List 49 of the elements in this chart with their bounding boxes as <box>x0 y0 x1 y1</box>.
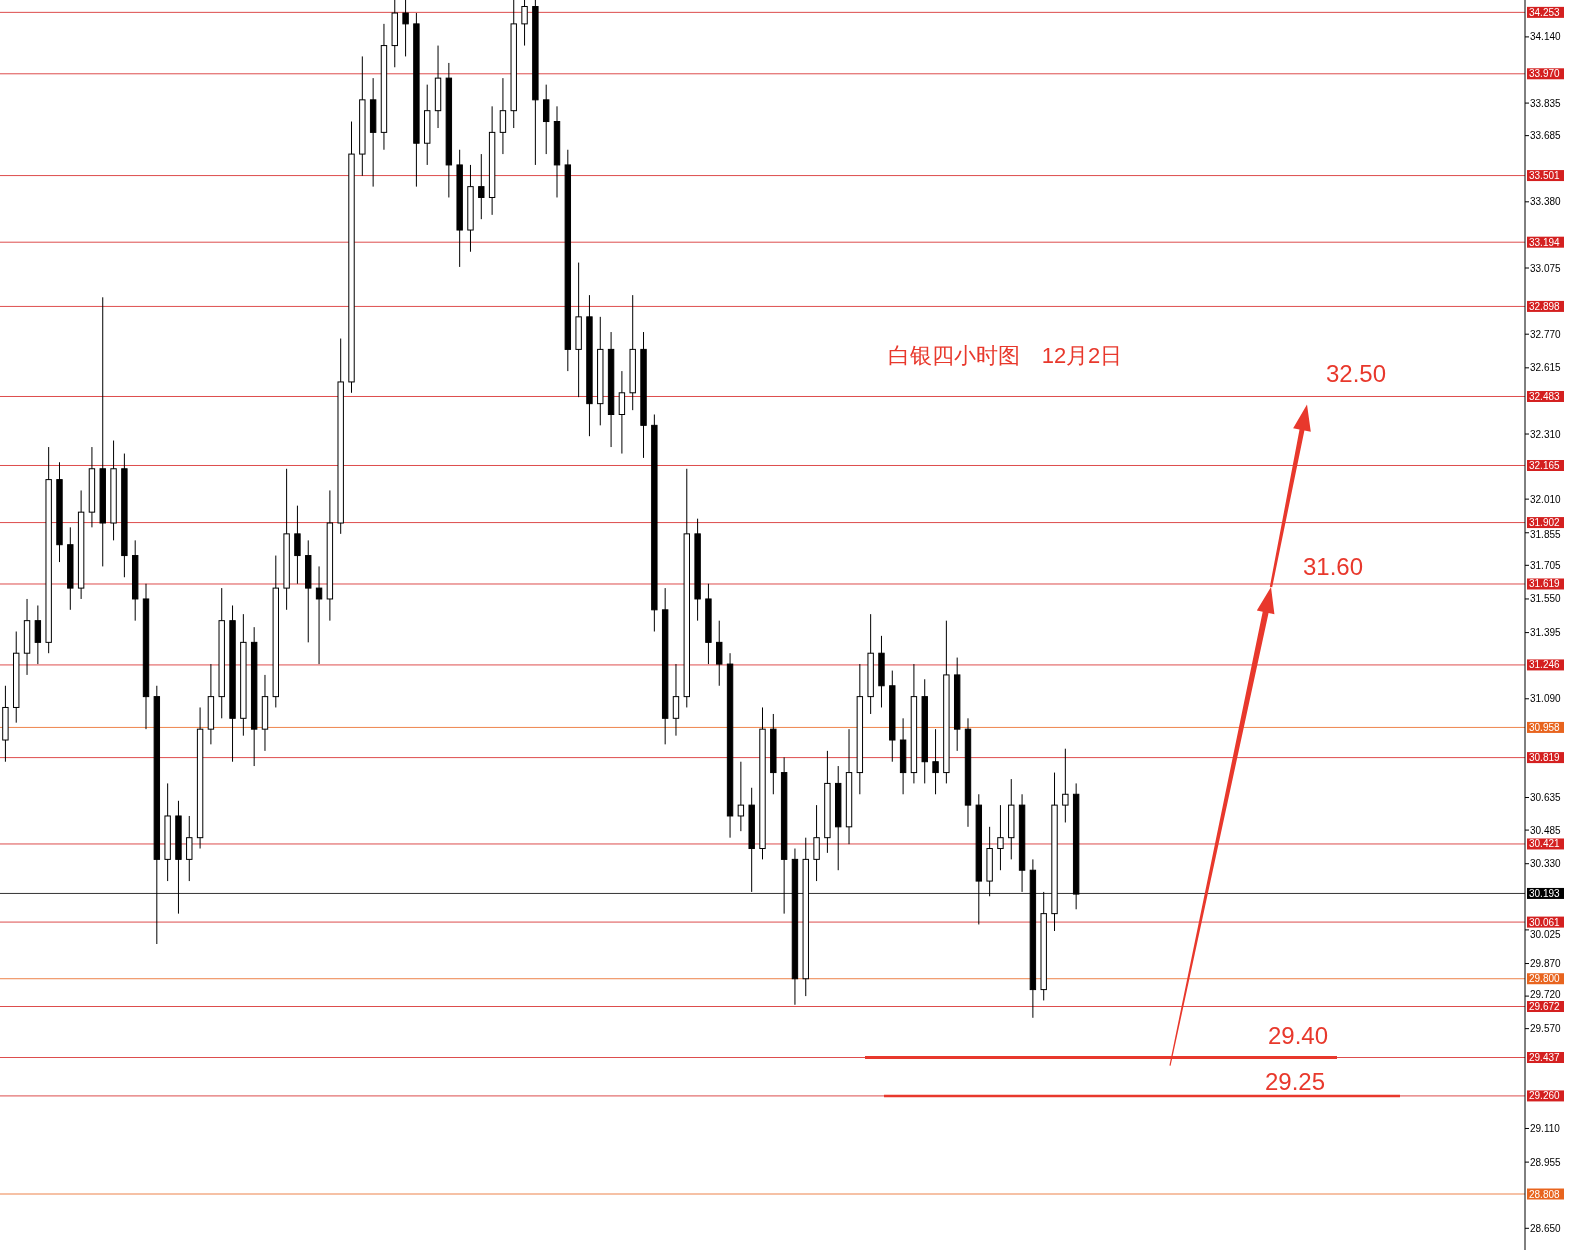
ref-line-label: 30.958 <box>1529 721 1561 733</box>
y-tick-label: 31.550 <box>1530 593 1562 605</box>
y-tick-label: 31.855 <box>1530 529 1562 541</box>
y-tick-label: 28.650 <box>1530 1222 1562 1234</box>
ref-line-label: 34.253 <box>1529 6 1561 18</box>
ref-line-label: 30.193 <box>1529 887 1561 899</box>
annotation: 31.60 <box>1302 553 1364 581</box>
ref-line-label: 33.970 <box>1529 68 1561 80</box>
ref-line-label: 32.898 <box>1529 300 1561 312</box>
y-tick-label: 32.770 <box>1530 328 1562 340</box>
ref-line-label: 29.800 <box>1529 973 1561 985</box>
y-tick-label: 33.685 <box>1530 130 1562 142</box>
y-tick-label: 29.870 <box>1530 958 1562 970</box>
y-tick-label: 29.720 <box>1530 989 1562 1001</box>
y-tick-label: 31.705 <box>1530 559 1562 571</box>
y-tick-label: 32.010 <box>1530 493 1562 505</box>
ref-line-label: 30.421 <box>1529 838 1561 850</box>
y-tick-label: 31.395 <box>1530 627 1562 639</box>
y-tick-label: 33.835 <box>1530 97 1562 109</box>
y-tick-label: 30.330 <box>1530 858 1562 870</box>
y-tick-label: 30.025 <box>1530 928 1562 940</box>
ref-line-label: 33.501 <box>1529 170 1561 182</box>
ref-line-label: 30.819 <box>1529 752 1561 764</box>
ref-line-label: 31.246 <box>1529 659 1561 671</box>
y-tick-label: 30.635 <box>1530 792 1562 804</box>
ref-line-label: 29.672 <box>1529 1001 1561 1013</box>
y-tick-label: 28.955 <box>1530 1156 1562 1168</box>
annotation: 29.25 <box>1264 1068 1326 1096</box>
text: 白银四小时图 12月2日 <box>887 342 1123 368</box>
ref-line-label: 28.808 <box>1529 1188 1561 1200</box>
ref-line-label: 29.260 <box>1529 1090 1561 1102</box>
annotation: 32.50 <box>1325 359 1387 387</box>
y-tick-label: 34.140 <box>1530 31 1562 43</box>
ref-line-label: 33.194 <box>1529 236 1561 248</box>
y-tick-label: 31.090 <box>1530 693 1562 705</box>
y-tick-label: 30.485 <box>1530 824 1562 836</box>
y-tick-label: 29.570 <box>1530 1023 1562 1035</box>
ref-line-label: 31.619 <box>1529 578 1561 590</box>
ref-line-label: 32.483 <box>1529 390 1561 402</box>
ref-line-label: 30.061 <box>1529 916 1561 928</box>
ref-line-label: 32.165 <box>1529 459 1561 471</box>
y-tick-label: 33.075 <box>1530 262 1562 274</box>
annotation: 29.40 <box>1267 1022 1329 1050</box>
ref-line-label: 31.902 <box>1529 517 1561 529</box>
y-tick-label: 32.310 <box>1530 428 1562 440</box>
y-tick-label: 29.110 <box>1530 1122 1561 1134</box>
y-tick-label: 33.380 <box>1530 196 1562 208</box>
y-tick-label: 32.615 <box>1530 362 1562 374</box>
ref-line-label: 29.437 <box>1529 1052 1561 1064</box>
